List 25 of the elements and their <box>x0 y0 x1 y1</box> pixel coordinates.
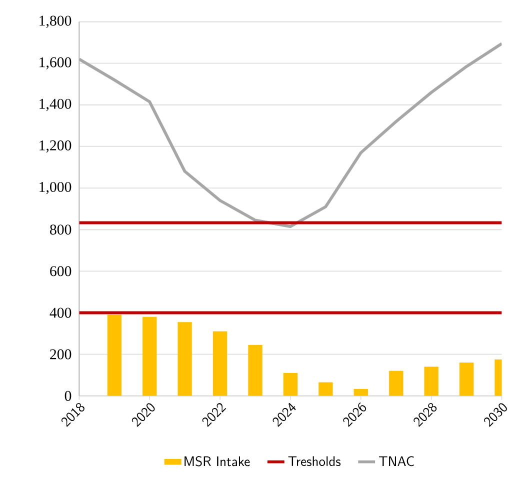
bar <box>248 344 262 396</box>
bar <box>283 372 298 396</box>
y-tick-label: 400 <box>50 308 72 318</box>
y-tick-label: 1,800 <box>40 16 72 28</box>
bar <box>424 366 438 396</box>
bar <box>142 316 157 396</box>
legend-label: MSR Intake <box>184 456 250 466</box>
y-tick-label: 0 <box>64 390 72 401</box>
y-tick-label: 600 <box>50 266 72 276</box>
y-tick-label: 1,200 <box>40 140 72 153</box>
bar <box>354 388 368 396</box>
bar <box>459 362 474 396</box>
legend-label: TNAC <box>379 456 414 466</box>
legend-label: Tresholds <box>288 456 341 466</box>
y-tick-label: 800 <box>50 224 72 235</box>
bar <box>212 331 228 396</box>
y-tick-label: 1,400 <box>40 98 72 112</box>
bar <box>178 322 192 396</box>
bar <box>318 382 333 396</box>
y-tick-label: 200 <box>50 349 72 360</box>
bar <box>107 314 122 396</box>
line-series <box>79 42 502 228</box>
bar <box>389 370 404 396</box>
y-tick-label: 1,000 <box>40 182 72 194</box>
y-tick-label: 1,600 <box>40 57 72 70</box>
